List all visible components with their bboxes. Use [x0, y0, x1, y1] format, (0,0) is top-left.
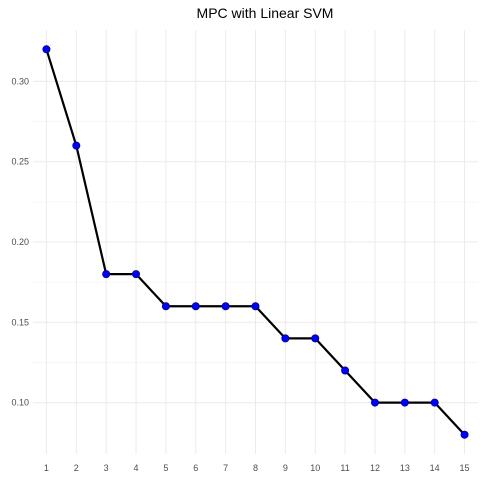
- x-tick-label: 8: [253, 463, 258, 473]
- x-axis-ticks: 1 2 3 4 5 6 7 8 9 10 11 12 13 14 15: [44, 463, 470, 473]
- data-point: [311, 334, 320, 343]
- series: [42, 45, 469, 439]
- data-point: [42, 45, 51, 54]
- data-point: [221, 302, 230, 311]
- data-point: [102, 270, 111, 279]
- data-point: [400, 398, 409, 407]
- chart-title: MPC with Linear SVM: [197, 5, 334, 21]
- data-point: [251, 302, 260, 311]
- x-tick-label: 3: [104, 463, 109, 473]
- x-tick-label: 5: [163, 463, 168, 473]
- x-tick-label: 6: [193, 463, 198, 473]
- y-tick-label: 0.25: [11, 157, 29, 167]
- x-tick-label: 7: [223, 463, 228, 473]
- data-point: [281, 334, 290, 343]
- x-tick-label: 12: [370, 463, 380, 473]
- x-tick-label: 13: [400, 463, 410, 473]
- x-tick-label: 11: [340, 463, 349, 473]
- data-point: [430, 398, 439, 407]
- data-point: [370, 398, 379, 407]
- y-tick-label: 0.20: [11, 237, 29, 247]
- grid: [33, 30, 478, 454]
- y-axis-ticks: 0.10 0.15 0.20 0.25 0.30: [11, 76, 29, 407]
- data-point: [460, 430, 469, 439]
- y-tick-label: 0.30: [11, 76, 29, 86]
- data-point: [191, 302, 200, 311]
- x-tick-label: 14: [430, 463, 440, 473]
- data-point: [341, 366, 350, 375]
- x-tick-label: 1: [44, 463, 49, 473]
- data-point: [161, 302, 170, 311]
- y-tick-label: 0.15: [11, 317, 29, 327]
- x-tick-label: 4: [134, 463, 139, 473]
- x-tick-label: 10: [310, 463, 320, 473]
- data-point: [72, 141, 81, 150]
- x-tick-label: 15: [460, 463, 470, 473]
- x-tick-label: 9: [283, 463, 288, 473]
- data-point: [132, 270, 141, 279]
- y-tick-label: 0.10: [11, 398, 29, 408]
- x-tick-label: 2: [74, 463, 79, 473]
